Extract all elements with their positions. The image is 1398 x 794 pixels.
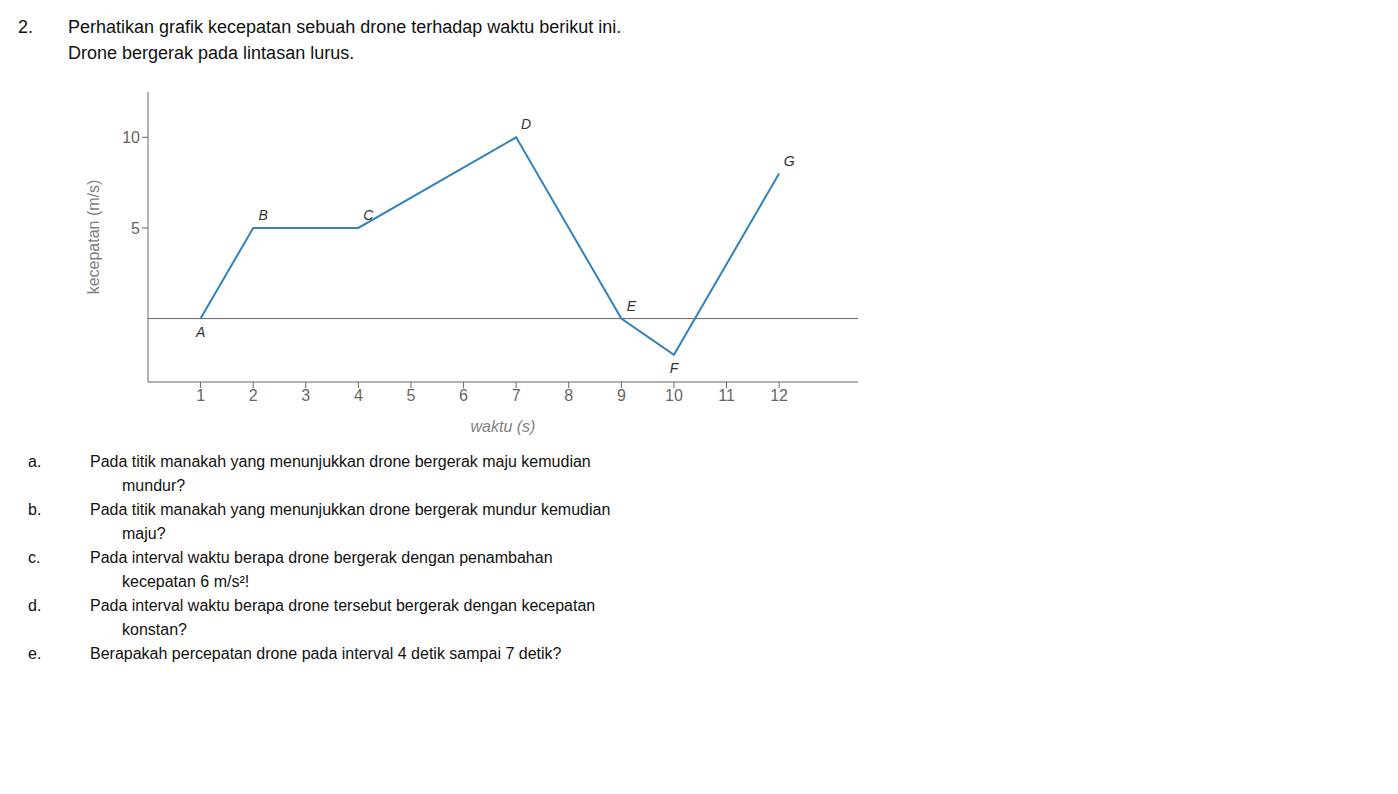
html-text:Pada interval waktu berapa dro: Pada interval waktu berapa drone bergera… bbox=[90, 549, 553, 566]
svg-text:4: 4 bbox=[354, 387, 363, 404]
html-text:Pada interval waktu berapa dro: Pada interval waktu berapa drone tersebu… bbox=[90, 597, 596, 614]
svg-text:A: A bbox=[195, 324, 205, 340]
html-text:Pada titik manakah yang menunj: Pada titik manakah yang menunjukkan dron… bbox=[90, 453, 591, 470]
svg-text:10: 10 bbox=[665, 387, 683, 404]
svg-text:waktu (s): waktu (s) bbox=[471, 418, 536, 435]
html-text:e.: e. bbox=[28, 645, 42, 662]
html-text:a.: a. bbox=[28, 453, 42, 470]
svg-text:5: 5 bbox=[407, 387, 416, 404]
svg-text:11: 11 bbox=[718, 387, 735, 404]
svg-text:8: 8 bbox=[564, 387, 573, 404]
svg-text:5: 5 bbox=[131, 220, 140, 237]
html-text:kecepatan 6 m/s²!: kecepatan 6 m/s²! bbox=[122, 573, 250, 590]
svg-text:F: F bbox=[670, 360, 680, 376]
svg-text:12: 12 bbox=[770, 387, 788, 404]
svg-text:kecepatan (m/s): kecepatan (m/s) bbox=[85, 180, 102, 295]
svg-text:B: B bbox=[259, 207, 268, 223]
svg-text:C: C bbox=[363, 207, 374, 223]
svg-text:3: 3 bbox=[301, 387, 310, 404]
svg-text:E: E bbox=[627, 298, 637, 314]
html-text:d.: d. bbox=[28, 597, 42, 614]
svg-text:D: D bbox=[521, 116, 531, 132]
html-text:c.: c. bbox=[28, 549, 41, 566]
html-text:2.: 2. bbox=[18, 17, 33, 37]
svg-text:6: 6 bbox=[459, 387, 468, 404]
html-text:Berapakah percepatan drone pad: Berapakah percepatan drone pada interval… bbox=[90, 645, 562, 662]
html-text:maju?: maju? bbox=[122, 525, 166, 542]
svg-text:7: 7 bbox=[512, 387, 521, 404]
html-text:b.: b. bbox=[28, 501, 42, 518]
svg-text:9: 9 bbox=[617, 387, 626, 404]
html-text:mundur?: mundur? bbox=[122, 477, 186, 494]
svg-text:1: 1 bbox=[196, 387, 205, 404]
html-text:Drone bergerak pada lintasan l: Drone bergerak pada lintasan lurus. bbox=[68, 43, 355, 63]
html-text:Pada titik manakah yang menunj: Pada titik manakah yang menunjukkan dron… bbox=[90, 501, 611, 518]
svg-text:10: 10 bbox=[122, 129, 140, 146]
svg-text:G: G bbox=[784, 153, 795, 169]
html-text:konstan?: konstan? bbox=[122, 621, 187, 638]
html-text:Perhatikan grafik kecepatan se: Perhatikan grafik kecepatan sebuah drone… bbox=[68, 17, 622, 37]
svg-text:2: 2 bbox=[249, 387, 258, 404]
